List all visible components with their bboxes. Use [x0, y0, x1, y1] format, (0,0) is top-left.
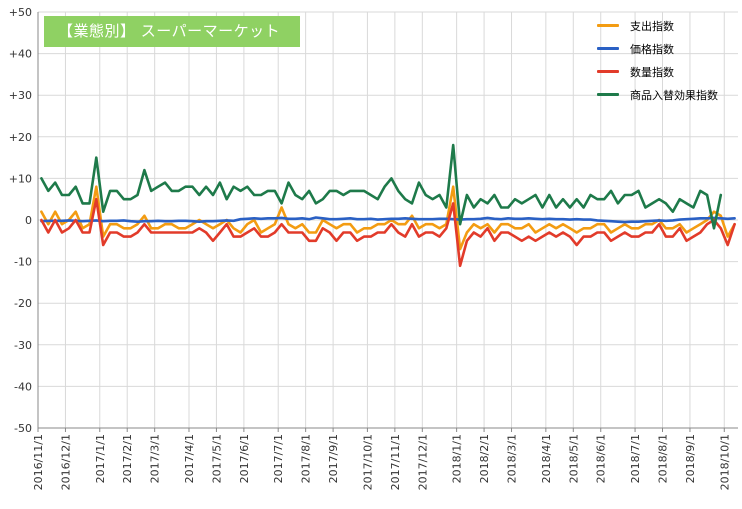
x-tick-label: 2017/6/1 — [238, 434, 251, 483]
x-tick-label: 2017/9/1 — [327, 434, 340, 483]
chart-legend: 支出指数 価格指数 数量指数 商品入替効果指数 — [597, 14, 737, 106]
x-tick-label: 2018/3/1 — [506, 434, 519, 483]
x-tick-label: 2016/11/1 — [32, 434, 45, 490]
legend-label: 数量指数 — [630, 65, 674, 79]
x-tick-label: 2018/6/1 — [595, 434, 608, 483]
legend-swatch — [597, 47, 619, 50]
series-line-quantity-index — [40, 197, 736, 268]
legend-label: 価格指数 — [630, 42, 674, 56]
x-tick-label: 2017/11/1 — [389, 434, 402, 490]
x-tick-label: 2017/12/1 — [416, 434, 429, 490]
chart-title: 【業態別】 スーパーマーケット — [44, 16, 300, 47]
legend-item-product-replacement-index: 商品入替効果指数 — [597, 83, 737, 106]
x-tick-label: 2018/4/1 — [540, 434, 553, 483]
x-tick-label: 2018/8/1 — [657, 434, 670, 483]
x-tick-label: 2017/2/1 — [121, 434, 134, 483]
x-axis-tick-labels: 2016/11/1 2016/12/1 2017/1/1 2017/2/1 2017/3… — [32, 434, 731, 490]
y-tick-label: -20 — [14, 297, 32, 310]
chart-series — [40, 143, 736, 268]
y-tick-label: -50 — [14, 422, 32, 435]
x-tick-label: 2018/1/1 — [451, 434, 464, 483]
y-tick-label: -40 — [14, 380, 32, 393]
x-tick-label: 2018/5/1 — [567, 434, 580, 483]
legend-label: 支出指数 — [630, 19, 674, 33]
x-tick-label: 2017/7/1 — [272, 434, 285, 483]
x-tick-label: 2018/2/1 — [478, 434, 491, 483]
y-tick-label: +40 — [9, 48, 32, 61]
x-tick-label: 2017/5/1 — [210, 434, 223, 483]
legend-label: 商品入替効果指数 — [630, 88, 718, 102]
x-tick-label: 2017/3/1 — [149, 434, 162, 483]
y-tick-label: 0 — [25, 214, 32, 227]
x-tick-label: 2018/10/1 — [718, 434, 731, 490]
x-tick-label: 2018/9/1 — [684, 434, 697, 483]
legend-swatch — [597, 24, 619, 27]
legend-item-spending-index: 支出指数 — [597, 14, 737, 37]
y-tick-label: +10 — [9, 172, 32, 185]
x-tick-label: 2016/12/1 — [59, 434, 72, 490]
series-line-spending-index — [40, 185, 736, 251]
series-line-price-index — [40, 216, 736, 224]
legend-swatch — [597, 93, 619, 96]
series-line-product-replacement-index — [40, 143, 723, 230]
chart-axes — [37, 12, 738, 432]
legend-item-quantity-index: 数量指数 — [597, 60, 737, 83]
y-tick-label: +30 — [9, 89, 32, 102]
y-tick-label: -10 — [14, 256, 32, 269]
x-tick-label: 2017/8/1 — [300, 434, 313, 483]
y-tick-label: -30 — [14, 339, 32, 352]
y-tick-label: +50 — [9, 6, 32, 19]
x-tick-label: 2017/10/1 — [361, 434, 374, 490]
y-tick-label: +20 — [9, 131, 32, 144]
legend-item-price-index: 価格指数 — [597, 37, 737, 60]
x-tick-label: 2018/7/1 — [629, 434, 642, 483]
legend-swatch — [597, 70, 619, 73]
x-tick-label: 2017/4/1 — [183, 434, 196, 483]
y-axis-tick-labels: -50 -40 -30 -20 -10 0 +10 +20 +30 +40 +50 — [9, 6, 32, 435]
x-tick-label: 2017/1/1 — [94, 434, 107, 483]
